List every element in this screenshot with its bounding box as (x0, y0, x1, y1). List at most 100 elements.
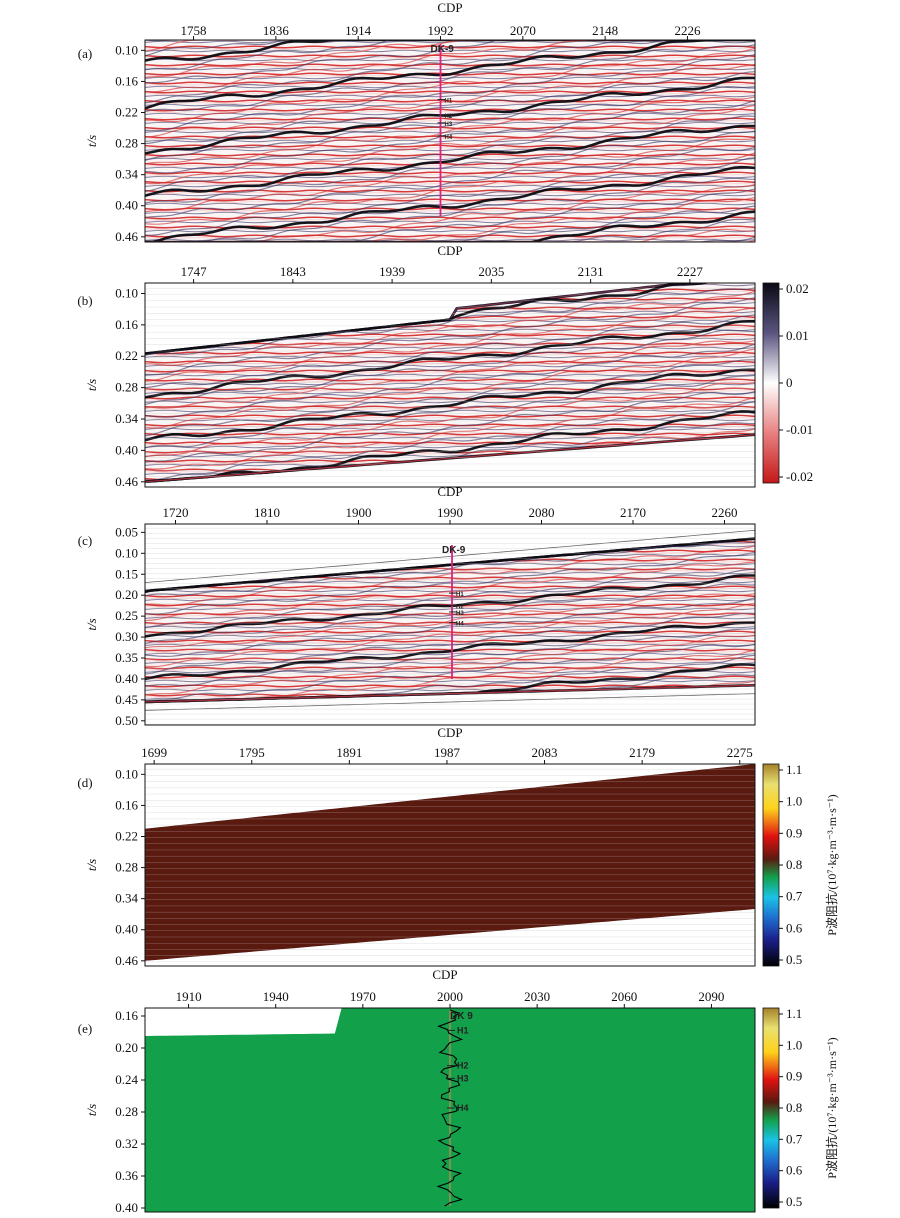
colorbar-tick-label: 0.9 (786, 1069, 802, 1084)
x-tick-label: 1836 (263, 23, 290, 38)
y-tick-label: 0.40 (115, 922, 138, 937)
impedance-layer (145, 1212, 755, 1218)
x-tick-label: 2070 (510, 23, 536, 38)
y-tick-label: 0.10 (115, 42, 138, 57)
x-tick-label: 2170 (620, 505, 646, 520)
reflector (145, 612, 755, 675)
reflector (145, 115, 755, 192)
y-tick-label: 0.28 (115, 380, 138, 395)
plot-area (145, 283, 755, 484)
x-tick-label: 2035 (478, 264, 504, 279)
reflector (145, 597, 755, 658)
y-tick-label: 0.10 (115, 285, 138, 300)
y-tick-label: 0.10 (115, 766, 138, 781)
x-axis-title: CDP (437, 484, 462, 499)
reflector (145, 177, 755, 242)
plot-frame (144, 39, 756, 243)
panel-d: CDP 1699 1795 1891 1987 2083 2179 2275 0.10 0.16 0… (77, 725, 839, 968)
reflector (145, 40, 755, 62)
x-tick-label: 1914 (345, 23, 372, 38)
x-tick-label: 1891 (336, 745, 362, 760)
colorbar-tick-label: 0.8 (786, 857, 802, 872)
reflector (145, 339, 755, 409)
x-tick-label: 1758 (181, 23, 207, 38)
x-tick-label: 1990 (437, 505, 463, 520)
y-tick-label: 0.22 (115, 829, 138, 844)
x-tick-label: 2080 (529, 505, 555, 520)
plot-frame (144, 282, 756, 488)
colorbar-tick-label: 0.02 (786, 281, 809, 296)
well-name: DK-9 (431, 44, 455, 55)
y-tick-label: 0.40 (115, 442, 138, 457)
reflector (145, 621, 755, 681)
reflector (145, 44, 755, 113)
plot-area (145, 40, 755, 242)
reflector (145, 348, 755, 429)
reflector (145, 188, 755, 242)
reflector (145, 157, 755, 236)
y-tick-label: 0.10 (115, 545, 138, 560)
y-tick-label: 0.15 (115, 566, 138, 581)
x-tick-label: 1992 (428, 23, 454, 38)
y-tick-label: 0.34 (115, 411, 138, 426)
reflector (145, 287, 755, 356)
y-tick-label: 0.16 (115, 1008, 138, 1023)
y-tick-label: 0.25 (115, 608, 138, 623)
reflector (145, 40, 755, 57)
y-tick-label: 0.20 (115, 1040, 138, 1055)
x-axis-title: CDP (432, 967, 457, 982)
x-tick-label: 1987 (434, 745, 461, 760)
reflector (145, 374, 755, 449)
x-tick-label: 2000 (437, 989, 463, 1004)
y-tick-label: 0.34 (115, 891, 138, 906)
colorbar-tick-label: 0.9 (786, 825, 802, 840)
colorbar-tick-label: -0.02 (786, 469, 813, 484)
reflector (145, 165, 755, 242)
plot-frame (144, 763, 756, 967)
reflector (145, 307, 755, 382)
reflector (145, 40, 755, 104)
y-tick-label: 0.28 (115, 860, 138, 875)
reflector (145, 152, 755, 225)
x-tick-label: 2030 (524, 989, 550, 1004)
well-log-curve (436, 1009, 464, 1207)
y-tick-label: 0.40 (115, 671, 138, 686)
reflector (145, 329, 755, 406)
x-tick-label: 1843 (280, 264, 306, 279)
x-tick-label: 1720 (163, 505, 189, 520)
reflector (145, 99, 755, 174)
reflector (145, 40, 755, 110)
horizon-marker-label: H2 (456, 605, 464, 611)
colorbar-tick-label: 0.5 (786, 952, 802, 967)
y-tick-label: 0.16 (115, 797, 138, 812)
reflector (145, 184, 755, 242)
reflector (145, 551, 755, 615)
colorbar-tick-label: 1.0 (786, 794, 802, 809)
y-axis-title: t/s (84, 859, 99, 871)
y-tick-label: 0.28 (115, 1104, 138, 1119)
colorbar-tick-label: 1.1 (786, 762, 802, 777)
x-axis-title: CDP (437, 0, 462, 15)
horizon-marker-label: H4 (457, 1103, 469, 1113)
reflector (145, 218, 755, 242)
y-tick-label: 0.16 (115, 73, 138, 88)
y-tick-label: 0.36 (115, 1168, 138, 1183)
reflector (145, 137, 755, 213)
plot-area (145, 527, 755, 725)
reflector (145, 320, 755, 399)
y-tick-label: 0.45 (115, 692, 138, 707)
x-tick-label: 1810 (254, 505, 280, 520)
well-name: DK 9 (450, 1011, 473, 1022)
x-tick-label: 2148 (592, 23, 618, 38)
horizon-marker-label: H1 (456, 592, 464, 598)
plot-area (145, 764, 755, 966)
reflector (145, 54, 755, 132)
x-tick-label: 2060 (611, 989, 637, 1004)
x-tick-label: 2090 (698, 989, 724, 1004)
mask-top (145, 1008, 755, 1036)
reflector (145, 583, 755, 645)
reflector (145, 381, 755, 458)
y-tick-label: 0.20 (115, 587, 138, 602)
x-axis-title: CDP (437, 243, 462, 258)
